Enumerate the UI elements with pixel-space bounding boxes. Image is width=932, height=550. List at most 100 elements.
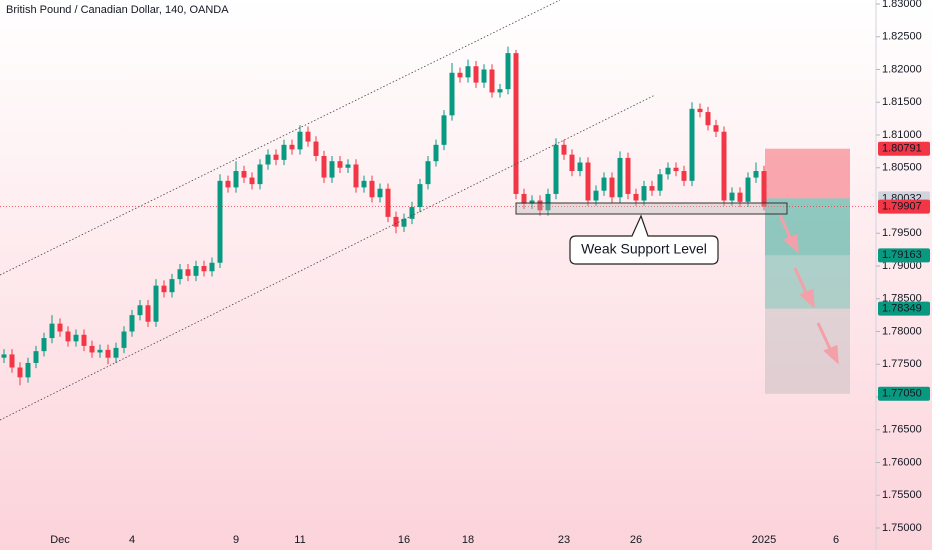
candle-body (513, 53, 519, 194)
candle-body (361, 180, 367, 188)
x-tick-label: 9 (233, 534, 239, 546)
candle-body (473, 66, 479, 83)
candle-body (193, 266, 199, 276)
candle-body (617, 157, 623, 198)
candle-body (569, 154, 575, 172)
candle-body (753, 171, 759, 178)
candle-body (657, 174, 663, 191)
x-tick-label: 6 (833, 534, 839, 546)
y-tick-label: 1.81000 (882, 129, 922, 141)
candle-body (121, 331, 127, 348)
candle-body (81, 334, 87, 346)
candle-body (249, 177, 255, 185)
candle-body (393, 216, 399, 227)
candle-body (577, 162, 583, 172)
stop-zone (765, 148, 850, 199)
chart-title: British Pound / Canadian Dollar, 140, OA… (6, 4, 229, 16)
y-tick-label: 1.83000 (882, 0, 922, 10)
candle-body (417, 184, 423, 208)
candle-body (241, 171, 247, 178)
candle-body (705, 112, 711, 126)
candle-body (761, 171, 767, 207)
candle-body (201, 266, 207, 272)
candle-body (161, 285, 167, 293)
candle-body (625, 157, 631, 194)
candle-body (25, 362, 31, 378)
candle-body (153, 285, 159, 322)
candle-body (273, 154, 279, 160)
price-label-bg (878, 199, 930, 214)
candle-body (129, 315, 135, 332)
candle-body (145, 305, 151, 322)
x-tick-label: 23 (558, 534, 570, 546)
candle-body (305, 131, 311, 142)
candle-body (289, 144, 295, 150)
candle-body (169, 279, 175, 293)
candle-body (65, 331, 71, 342)
candle-body (385, 188, 391, 217)
candle-body (113, 347, 119, 358)
candle-body (441, 115, 447, 145)
candle-body (89, 345, 95, 353)
candle-body (481, 69, 487, 83)
candle-body (297, 131, 303, 150)
candle-body (265, 154, 271, 165)
candle-body (553, 144, 559, 194)
candle-body (681, 171, 687, 181)
candle-body (537, 200, 543, 211)
candle-body (745, 177, 751, 202)
x-tick-label: Dec (50, 534, 70, 546)
candle-body (489, 69, 495, 93)
candle-body (377, 188, 383, 198)
candle-body (105, 349, 111, 358)
candle-body (337, 161, 343, 168)
candle-body (521, 193, 527, 204)
price-label: 1.77050 (882, 388, 922, 400)
candle-body (649, 186, 655, 191)
price-label-bg (878, 141, 930, 156)
y-tick-label: 1.81500 (882, 96, 922, 108)
candle-body (57, 323, 63, 332)
candle-body (1, 354, 7, 358)
candle-body (225, 180, 231, 188)
candle-body (465, 66, 471, 78)
candle-body (9, 354, 15, 368)
x-tick-label: 18 (462, 534, 474, 546)
y-tick-label: 1.76000 (882, 456, 922, 468)
candle-body (601, 177, 607, 191)
channel-line (0, 94, 656, 421)
candle-body (33, 351, 39, 363)
candle-body (401, 218, 407, 227)
candle-body (137, 305, 143, 316)
y-tick-label: 1.76500 (882, 424, 922, 436)
candle-body (425, 161, 431, 185)
price-label-bg (878, 386, 930, 401)
candle-body (721, 131, 727, 201)
y-tick-label: 1.77500 (882, 358, 922, 370)
candle-body (233, 171, 239, 188)
candle-body (585, 162, 591, 201)
candle-body (713, 125, 719, 132)
candle-body (641, 186, 647, 201)
candle-body (97, 349, 103, 353)
candle-body (209, 262, 215, 272)
y-tick-label: 1.79500 (882, 227, 922, 239)
y-tick-label: 1.79000 (882, 260, 922, 272)
support-zone (515, 202, 788, 215)
y-tick-label: 1.82500 (882, 31, 922, 43)
candle-body (609, 177, 615, 198)
candle-body (345, 164, 351, 168)
x-tick-label: 11 (294, 534, 305, 546)
price-label: 1.80791 (882, 143, 922, 155)
price-label-bg (878, 301, 930, 316)
price-label: 1.79907 (882, 200, 922, 212)
candle-body (697, 108, 703, 113)
arrows (778, 214, 839, 365)
candle-body (329, 161, 335, 178)
y-tick-label: 1.75500 (882, 489, 922, 501)
candle-body (561, 144, 567, 155)
callout (569, 214, 719, 265)
candle-body (433, 144, 439, 162)
y-tick-label: 1.80500 (882, 162, 922, 174)
